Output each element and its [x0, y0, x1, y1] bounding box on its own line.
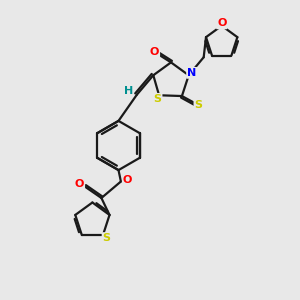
Text: S: S — [154, 94, 161, 104]
Text: H: H — [124, 86, 133, 96]
Text: S: S — [103, 233, 111, 243]
Text: S: S — [194, 100, 202, 110]
Text: N: N — [187, 68, 196, 78]
Text: O: O — [150, 47, 159, 57]
Text: O: O — [75, 179, 84, 189]
Text: O: O — [217, 18, 226, 28]
Text: O: O — [123, 175, 132, 185]
